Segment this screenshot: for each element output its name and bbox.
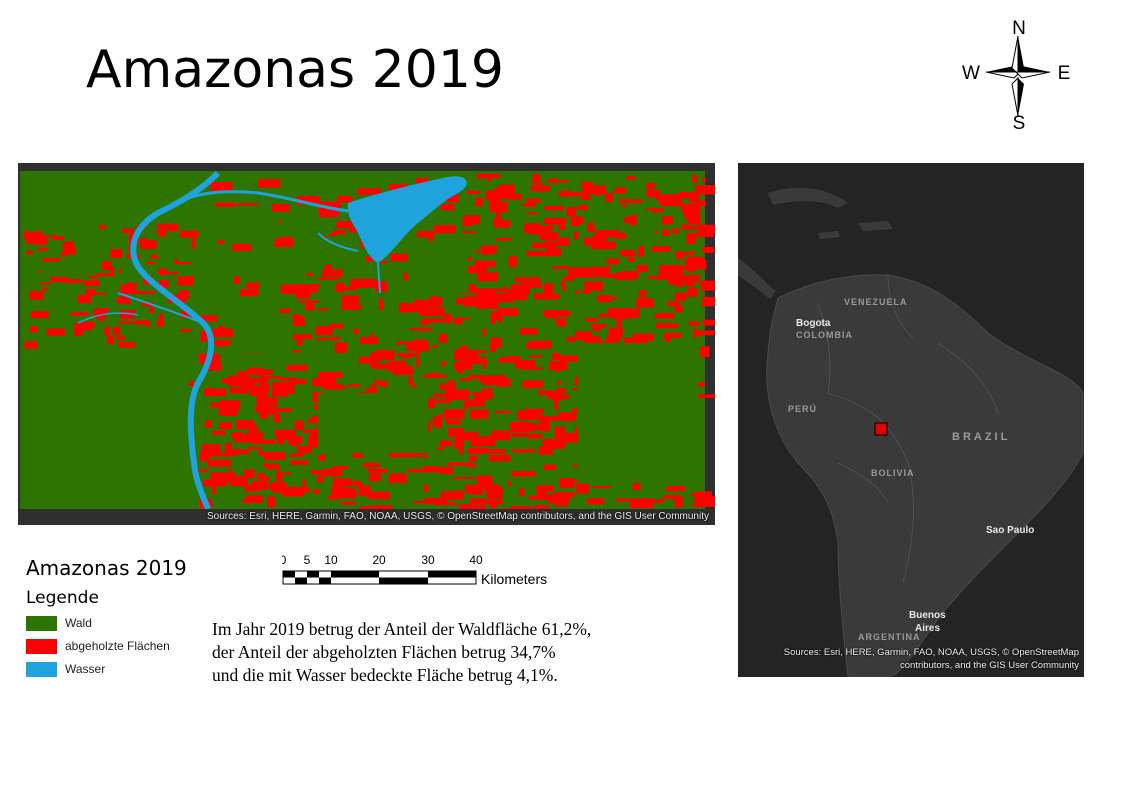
- deforested-areas: [23, 173, 715, 516]
- south-america-basemap: [738, 187, 1084, 677]
- summary-text: Im Jahr 2019 betrug der Anteil der Waldf…: [212, 618, 591, 687]
- legend-swatch-forest: [26, 615, 57, 631]
- compass-west: W: [962, 63, 980, 84]
- scale-bar: 0 5 10 20 30 40 Kilometers: [280, 551, 582, 591]
- scale-tick-0: 0: [282, 553, 287, 567]
- legend-item-water: Wasser: [26, 661, 105, 677]
- scale-tick-30: 30: [421, 553, 435, 567]
- legend-title: Amazonas 2019: [26, 556, 187, 580]
- study-area-marker: [874, 422, 888, 436]
- legend-item-forest: Wald: [26, 615, 92, 631]
- label-buenos-aires-2: Aires: [915, 623, 941, 634]
- label-bogota: Bogota: [796, 318, 831, 329]
- label-colombia: COLOMBIA: [796, 330, 853, 340]
- summary-line-3: und die mit Wasser bedeckte Fläche betru…: [212, 665, 558, 685]
- water-bodies: [77, 170, 467, 511]
- legend-swatch-deforested: [26, 638, 57, 654]
- main-map-credit: Sources: Esri, HERE, Garmin, FAO, NOAA, …: [207, 511, 709, 522]
- page-title: Amazonas 2019: [86, 40, 504, 100]
- scale-tick-5: 5: [304, 553, 311, 567]
- label-brazil: BRAZIL: [952, 431, 1011, 443]
- compass-south: S: [1013, 113, 1026, 134]
- legend-subtitle: Legende: [26, 588, 99, 608]
- label-peru: PERÚ: [788, 404, 818, 414]
- scale-tick-20: 20: [372, 553, 386, 567]
- label-buenos-aires-1: Buenos: [909, 610, 946, 621]
- label-sao-paulo: Sao Paulo: [986, 525, 1035, 536]
- main-map-frame[interactable]: Sources: Esri, HERE, Garmin, FAO, NOAA, …: [18, 163, 715, 525]
- label-argentina: ARGENTINA: [858, 632, 921, 642]
- locator-map-frame[interactable]: VENEZUELA Bogota COLOMBIA PERÚ BRAZIL BO…: [738, 163, 1084, 677]
- scale-bar-graphic: 0 5 10 20 30 40 Kilometers: [280, 553, 547, 587]
- summary-line-2: der Anteil der abgeholzten Flächen betru…: [212, 642, 556, 662]
- compass-rose-icon: N S W E: [962, 18, 1071, 134]
- label-venezuela: VENEZUELA: [844, 297, 908, 307]
- label-bolivia: BOLIVIA: [871, 468, 915, 478]
- compass-east: E: [1058, 63, 1071, 84]
- legend-swatch-water: [26, 661, 57, 677]
- land-cover-map: [18, 163, 715, 525]
- legend-item-deforested: abgeholzte Flächen: [26, 638, 170, 654]
- scale-unit: Kilometers: [481, 571, 547, 587]
- locator-map-credit: Sources: Esri, HERE, Garmin, FAO, NOAA, …: [783, 647, 1079, 671]
- scale-tick-10: 10: [324, 553, 338, 567]
- compass-north: N: [1012, 18, 1026, 39]
- north-arrow-compass: N S W E: [958, 16, 1078, 136]
- summary-line-1: Im Jahr 2019 betrug der Anteil der Waldf…: [212, 619, 592, 639]
- scale-tick-40: 40: [469, 553, 483, 567]
